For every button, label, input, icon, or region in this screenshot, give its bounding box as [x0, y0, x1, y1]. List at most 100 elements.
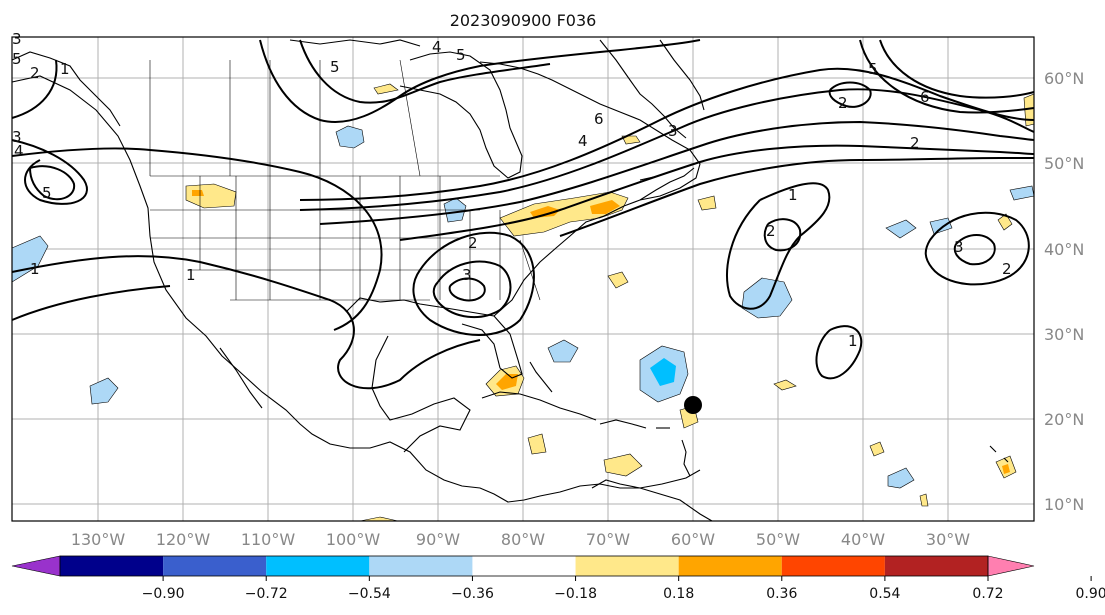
coast-arctic	[289, 39, 421, 47]
shade-atlantic-cyan	[650, 358, 676, 386]
contour-label: 1	[186, 266, 196, 284]
contour-4-main	[319, 120, 1035, 225]
lon-label: 100°W	[326, 530, 381, 549]
coast-labrador	[599, 39, 687, 139]
lon-label: 50°W	[756, 530, 800, 549]
shade-newfoundland-yellow	[621, 135, 641, 145]
contours	[11, 39, 1035, 390]
colorbar-segment	[575, 556, 679, 576]
lat-label: 50°N	[1044, 154, 1084, 173]
contour-2-main	[559, 157, 1034, 237]
lon-label: 40°W	[841, 530, 885, 549]
colorbar-segment	[266, 556, 370, 576]
contour-label: 1	[30, 260, 40, 278]
contour-label: 5	[12, 50, 22, 68]
shade-sa-yellow	[603, 453, 643, 477]
contour-label: 5	[456, 46, 466, 64]
colorbar-tick-label: 0.54	[869, 586, 900, 602]
shade-east-blue-4	[887, 467, 915, 489]
contour-north-4	[299, 39, 551, 104]
coast-cuba	[481, 391, 597, 421]
shade-east-blue-1	[885, 219, 917, 239]
lat-label: 60°N	[1044, 69, 1084, 88]
lon-label: 130°W	[71, 530, 126, 549]
contour-label: 2	[468, 234, 478, 252]
colorbar-tick-label: −0.54	[348, 586, 391, 602]
shade-northeast-orange-2	[590, 200, 620, 214]
contour-label: 2	[838, 94, 848, 112]
contour-north-5	[259, 39, 701, 123]
contour-3-low	[432, 260, 512, 319]
coast-north-america	[11, 75, 701, 503]
contour-label: 2	[766, 222, 776, 240]
contour-north-east-6	[879, 39, 1035, 99]
contour-5-main	[299, 88, 1035, 211]
shade-east-yellow-3	[869, 441, 885, 457]
contour-2-atl	[763, 218, 802, 252]
colorbar-tick-label: 0.18	[663, 586, 694, 602]
contour-east-low-2	[924, 211, 1030, 286]
coast-canada-east	[479, 61, 701, 201]
shade-caribbean-yellow	[527, 433, 547, 455]
longitude-labels: 130°W 120°W 110°W 100°W 90°W 80°W 70°W 6…	[71, 530, 970, 549]
colorbar-ticks: −0.90 −0.72 −0.54 −0.36 −0.18 0.18 0.36 0.54 0.7…	[142, 576, 1105, 602]
storm-position-dot	[684, 396, 702, 414]
lat-label: 20°N	[1044, 410, 1084, 429]
contour-labels: 1 1 1 1 1 2 2 2 2 2 2 3 3 3 3 4 4 4 5 5 …	[12, 30, 1012, 350]
contour-north-east-5	[859, 39, 1035, 114]
coastlines	[11, 39, 1009, 522]
colorbar-extend-low	[11, 555, 61, 577]
contour-label: 2	[30, 64, 40, 82]
contour-label: 3	[668, 122, 678, 140]
colorbar-segment	[884, 556, 988, 576]
colorbar-tick-label: −0.36	[451, 586, 494, 602]
contour-6-main	[299, 67, 1035, 201]
colorbar-tick-label: 0.90	[1076, 586, 1105, 602]
contour-label: 2	[910, 134, 920, 152]
contour-1-atl	[726, 182, 831, 310]
coast-antilles	[681, 439, 691, 477]
lat-label: 30°N	[1044, 325, 1084, 344]
contour-3-west	[11, 139, 88, 205]
contour-1-north	[11, 59, 58, 119]
shade-nw-orange	[192, 190, 204, 196]
colorbar-tick-label: 0.36	[766, 586, 797, 602]
coast-hispaniola	[599, 419, 647, 429]
colorbar-tick-label: 0.72	[972, 586, 1003, 602]
coast-cape-verde	[989, 445, 1009, 463]
colorbar-segment	[369, 556, 473, 576]
colorbar-tick-label: −0.90	[142, 586, 185, 602]
colorbar-segment	[163, 556, 267, 576]
contour-label: 1	[788, 186, 798, 204]
contour-label: 6	[594, 110, 604, 128]
colorbar-segment	[781, 556, 885, 576]
lat-label: 40°N	[1044, 240, 1084, 259]
contour-label: 5	[330, 58, 340, 76]
coast-bahamas	[529, 361, 553, 393]
contour-label: 3	[12, 30, 22, 48]
contour-label: 5	[868, 60, 878, 78]
map-title: 2023090900 F036	[450, 11, 597, 30]
contour-label: 4	[578, 132, 588, 150]
lon-label: 70°W	[586, 530, 630, 549]
colorbar	[11, 555, 1035, 577]
lon-label: 80°W	[501, 530, 545, 549]
coast-sa	[591, 479, 713, 522]
map-frame	[11, 36, 1035, 522]
contour-2-low	[412, 231, 535, 336]
coast-alaska	[11, 51, 121, 127]
coast-baja	[219, 347, 263, 409]
contour-label: 2	[1002, 260, 1012, 278]
lon-label: 60°W	[671, 530, 715, 549]
shade-east-yellow-1	[997, 213, 1013, 231]
shade-east-orange-4	[1002, 464, 1010, 474]
contour-label: 3	[954, 238, 964, 256]
coast-gulf	[345, 297, 523, 379]
contour-pacific-lower	[11, 285, 171, 321]
colorbar-segment	[678, 556, 782, 576]
shade-northeast-yellow	[499, 191, 629, 237]
colorbar-tick-label: −0.18	[554, 586, 597, 602]
shade-east-blue-2	[929, 217, 953, 235]
colorbar-segment	[60, 556, 164, 576]
